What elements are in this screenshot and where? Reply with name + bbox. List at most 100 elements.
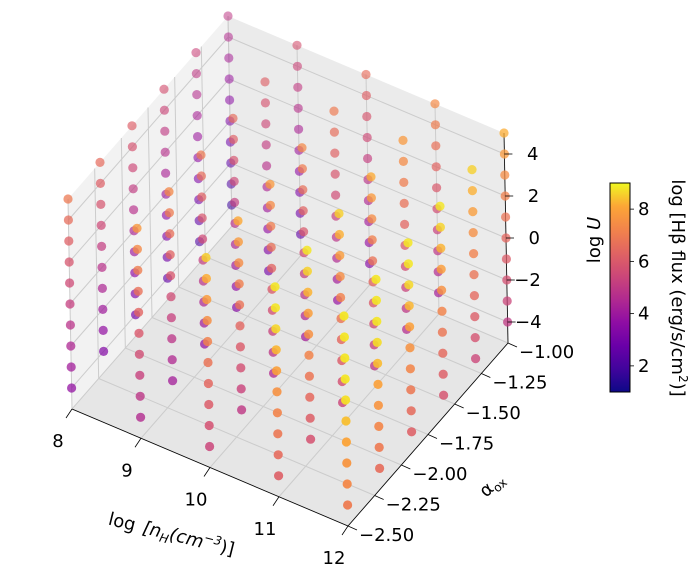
data-point	[261, 140, 271, 150]
x-axis-label: log [nH(cm−3)]	[106, 507, 237, 562]
data-point	[223, 11, 233, 21]
x-tick-label: 11	[254, 519, 277, 540]
data-point	[164, 187, 174, 197]
y-tick-mark	[374, 495, 384, 500]
data-point	[437, 285, 447, 295]
data-point	[404, 280, 414, 290]
y-tick-label: −2.50	[359, 525, 414, 546]
data-point	[469, 291, 479, 301]
y-tick-mark	[507, 342, 518, 348]
data-point	[98, 325, 108, 335]
data-point	[297, 164, 307, 174]
data-point	[303, 287, 313, 297]
grid-floor-a	[178, 286, 455, 405]
data-point	[373, 358, 383, 368]
grid-floor-a	[125, 347, 402, 466]
data-point	[439, 390, 449, 400]
data-point	[302, 245, 312, 255]
z-tick-label: 0	[529, 228, 540, 249]
data-point	[405, 364, 415, 374]
data-point	[435, 201, 445, 211]
data-point	[334, 229, 344, 240]
data-point	[362, 111, 372, 122]
data-point	[501, 254, 511, 264]
data-point	[431, 141, 441, 151]
data-point	[343, 500, 353, 510]
data-point	[266, 242, 276, 252]
data-point	[235, 300, 245, 310]
colorbar	[609, 182, 631, 393]
y-tick-label: −1.00	[519, 342, 574, 363]
data-point	[467, 165, 477, 175]
data-point	[132, 244, 142, 254]
data-point	[233, 237, 243, 247]
data-point	[196, 150, 206, 160]
colorbar-ticks: 2 4 6 8	[630, 199, 649, 377]
data-point	[399, 198, 409, 208]
data-point	[66, 362, 76, 372]
data-point	[469, 249, 479, 259]
data-point	[133, 286, 143, 296]
data-point	[167, 355, 177, 365]
x-tick-mark	[134, 438, 142, 448]
data-point	[468, 228, 478, 238]
data-point	[225, 95, 235, 105]
x-tick-label: 10	[185, 490, 208, 511]
colorbar-tick-label: 4	[638, 304, 649, 325]
data-point	[201, 252, 211, 263]
data-point	[334, 208, 344, 219]
data-point	[298, 206, 308, 216]
data-point	[237, 405, 247, 415]
data-point	[431, 162, 441, 172]
data-point	[134, 307, 144, 317]
y-tick-label: −1.25	[492, 373, 547, 394]
x-tick-mark	[341, 525, 349, 536]
data-point	[501, 212, 511, 222]
data-point	[372, 337, 382, 347]
data-point	[160, 126, 170, 136]
data-point	[293, 103, 303, 113]
data-point	[430, 120, 440, 130]
y-tick-mark	[347, 525, 358, 531]
grid-left-u	[68, 78, 230, 263]
data-point	[193, 132, 203, 142]
data-point	[165, 250, 175, 260]
data-point	[330, 148, 340, 158]
data-point	[271, 324, 281, 334]
data-point	[272, 408, 282, 418]
z-tick-label: 4	[527, 144, 538, 165]
data-point	[95, 178, 105, 188]
data-point	[198, 234, 208, 244]
data-point	[399, 177, 409, 187]
z-tick-label: −2	[514, 270, 541, 291]
x-tick-label: 8	[52, 431, 63, 452]
y-tick-mark	[427, 434, 438, 439]
data-point	[330, 169, 340, 179]
colorbar-tick-label: 6	[638, 251, 649, 272]
data-point	[168, 376, 178, 386]
data-point	[159, 84, 169, 94]
data-point	[298, 185, 308, 195]
data-point	[236, 384, 246, 394]
data-points	[63, 11, 513, 510]
data-point	[63, 194, 73, 204]
data-point	[127, 121, 137, 131]
data-point	[260, 98, 270, 108]
data-point	[304, 329, 314, 339]
data-point	[228, 113, 238, 123]
data-point	[341, 395, 351, 405]
colorbar-label: log [Hβ flux (erg/s/cm2)]	[667, 179, 690, 396]
x-tick-label: 9	[121, 460, 132, 481]
data-point	[97, 262, 107, 272]
y-tick-mark	[481, 373, 491, 378]
data-point	[302, 266, 312, 276]
data-point	[361, 90, 371, 101]
data-point	[270, 303, 280, 313]
data-point	[270, 282, 280, 292]
data-point	[230, 197, 240, 207]
data-point	[341, 416, 351, 426]
data-point	[366, 193, 376, 203]
data-point	[403, 238, 413, 248]
data-point	[274, 471, 284, 481]
